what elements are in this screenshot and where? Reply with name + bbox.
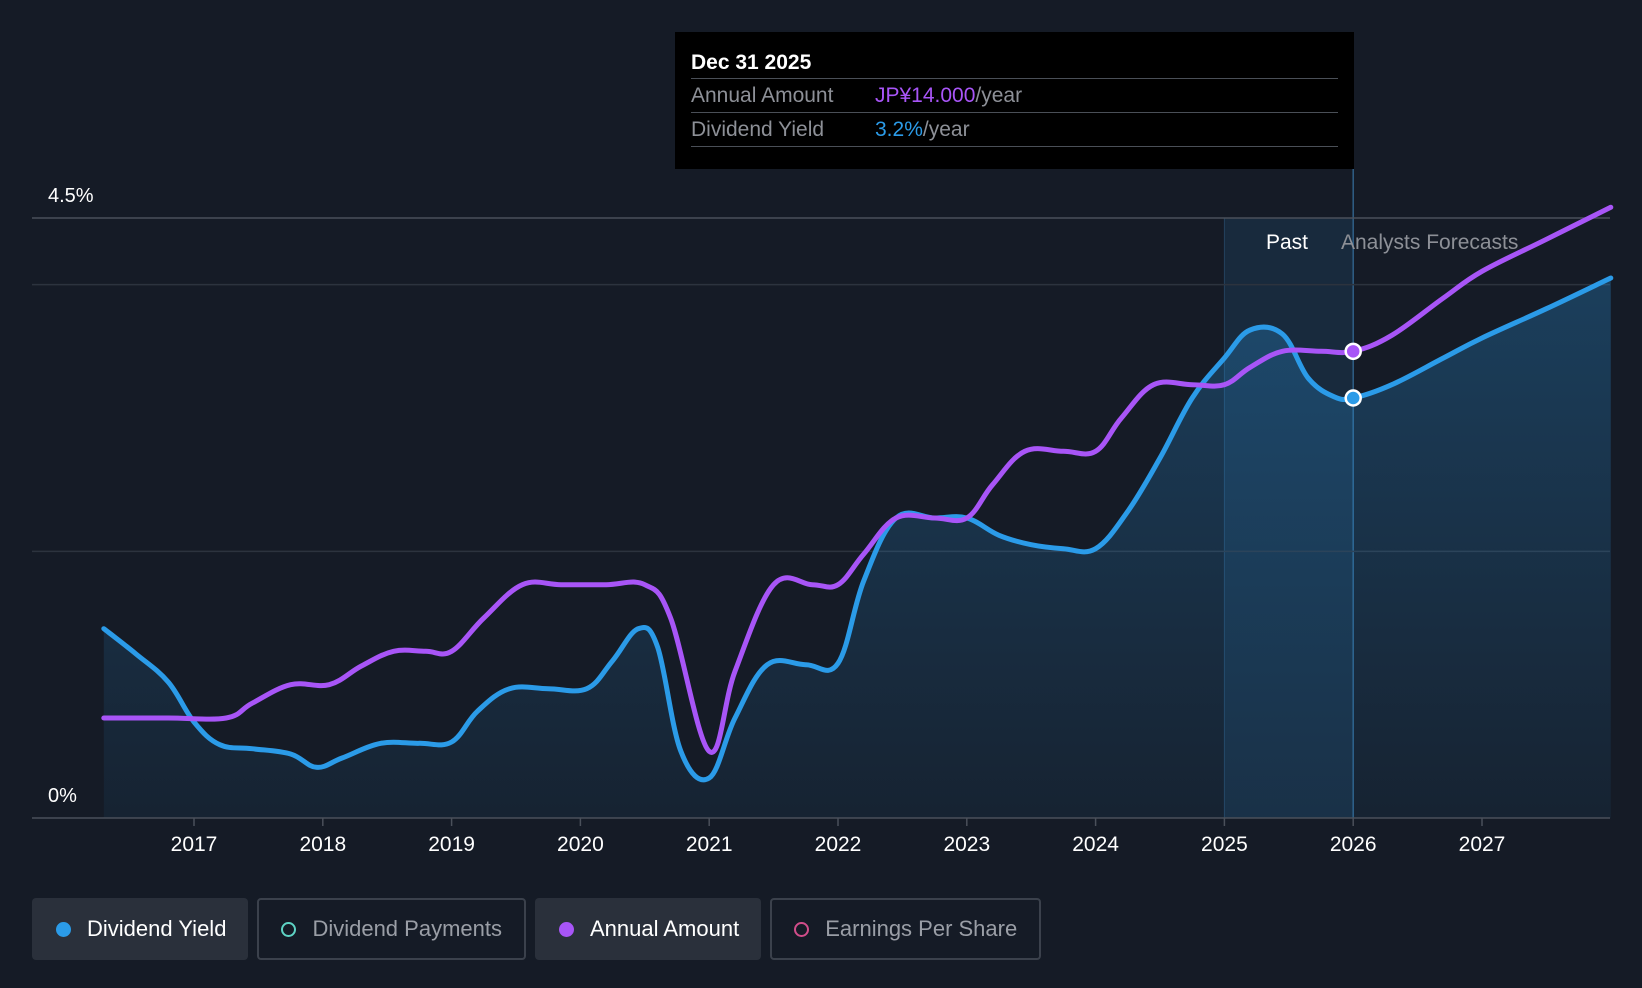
chart-tooltip: Dec 31 2025 Annual Amount JP¥14.000 /yea… (675, 32, 1354, 169)
x-tick-label: 2026 (1330, 833, 1377, 856)
annual-amount-line[interactable] (101, 204, 1614, 755)
legend-dividend-yield[interactable]: Dividend Yield (32, 898, 249, 960)
legend-dividend-payments-label: Dividend Payments (312, 916, 502, 941)
tooltip-yield-suffix: /year (922, 118, 970, 141)
dividend-yield-line[interactable] (101, 275, 1614, 783)
legend-dividend-yield-dot (56, 921, 71, 937)
x-tick-label: 2021 (686, 833, 733, 856)
y-tick-label: 0% (48, 785, 77, 807)
tooltip-annual-row: Annual Amount JP¥14.000 /year (691, 78, 1338, 112)
y-tick-label: 4.5% (48, 185, 94, 207)
tooltip-yield-row: Dividend Yield 3.2% /year (691, 112, 1338, 147)
tooltip-yield-label: Dividend Yield (691, 118, 825, 141)
tooltip-annual-label: Annual Amount (691, 84, 834, 107)
x-tick-label: 2025 (1201, 833, 1248, 856)
x-tick-label: 2017 (171, 833, 218, 856)
tooltip-annual-value: JP¥14.000 (875, 84, 976, 107)
legend-dividend-payments[interactable]: Dividend Payments (257, 898, 526, 960)
x-tick-label: 2027 (1459, 833, 1506, 856)
tooltip-annual-suffix: /year (975, 84, 1023, 107)
past-region-label: Past (1266, 231, 1308, 254)
x-tick-label: 2019 (428, 833, 475, 856)
x-tick-label: 2024 (1072, 833, 1119, 856)
legend-earnings-per-share[interactable]: Earnings Per Share (770, 898, 1042, 960)
legend-earnings-per-share-dot (794, 921, 810, 937)
legend-annual-amount-label: Annual Amount (589, 916, 740, 941)
x-tick-label: 2022 (815, 833, 862, 856)
legend-dividend-payments-dot (281, 921, 297, 937)
chart-legend: Dividend Yield Dividend Payments Annual … (32, 898, 1042, 960)
dividend-yield-area (103, 278, 1611, 818)
annual-amount-highlight-point[interactable] (1344, 342, 1362, 361)
legend-earnings-per-share-label: Earnings Per Share (825, 916, 1018, 941)
x-tick-label: 2020 (557, 833, 604, 856)
tooltip-yield-value: 3.2% (875, 118, 923, 141)
x-tick-label: 2023 (943, 833, 990, 856)
legend-annual-amount-dot (558, 921, 574, 937)
legend-dividend-yield-label: Dividend Yield (87, 916, 227, 941)
tooltip-date: Dec 31 2025 (691, 51, 812, 74)
forecast-region-label: Analysts Forecasts (1341, 231, 1518, 254)
legend-annual-amount[interactable]: Annual Amount (534, 898, 762, 960)
x-tick-label: 2018 (299, 833, 346, 856)
dividend-yield-highlight-point[interactable] (1344, 389, 1362, 407)
